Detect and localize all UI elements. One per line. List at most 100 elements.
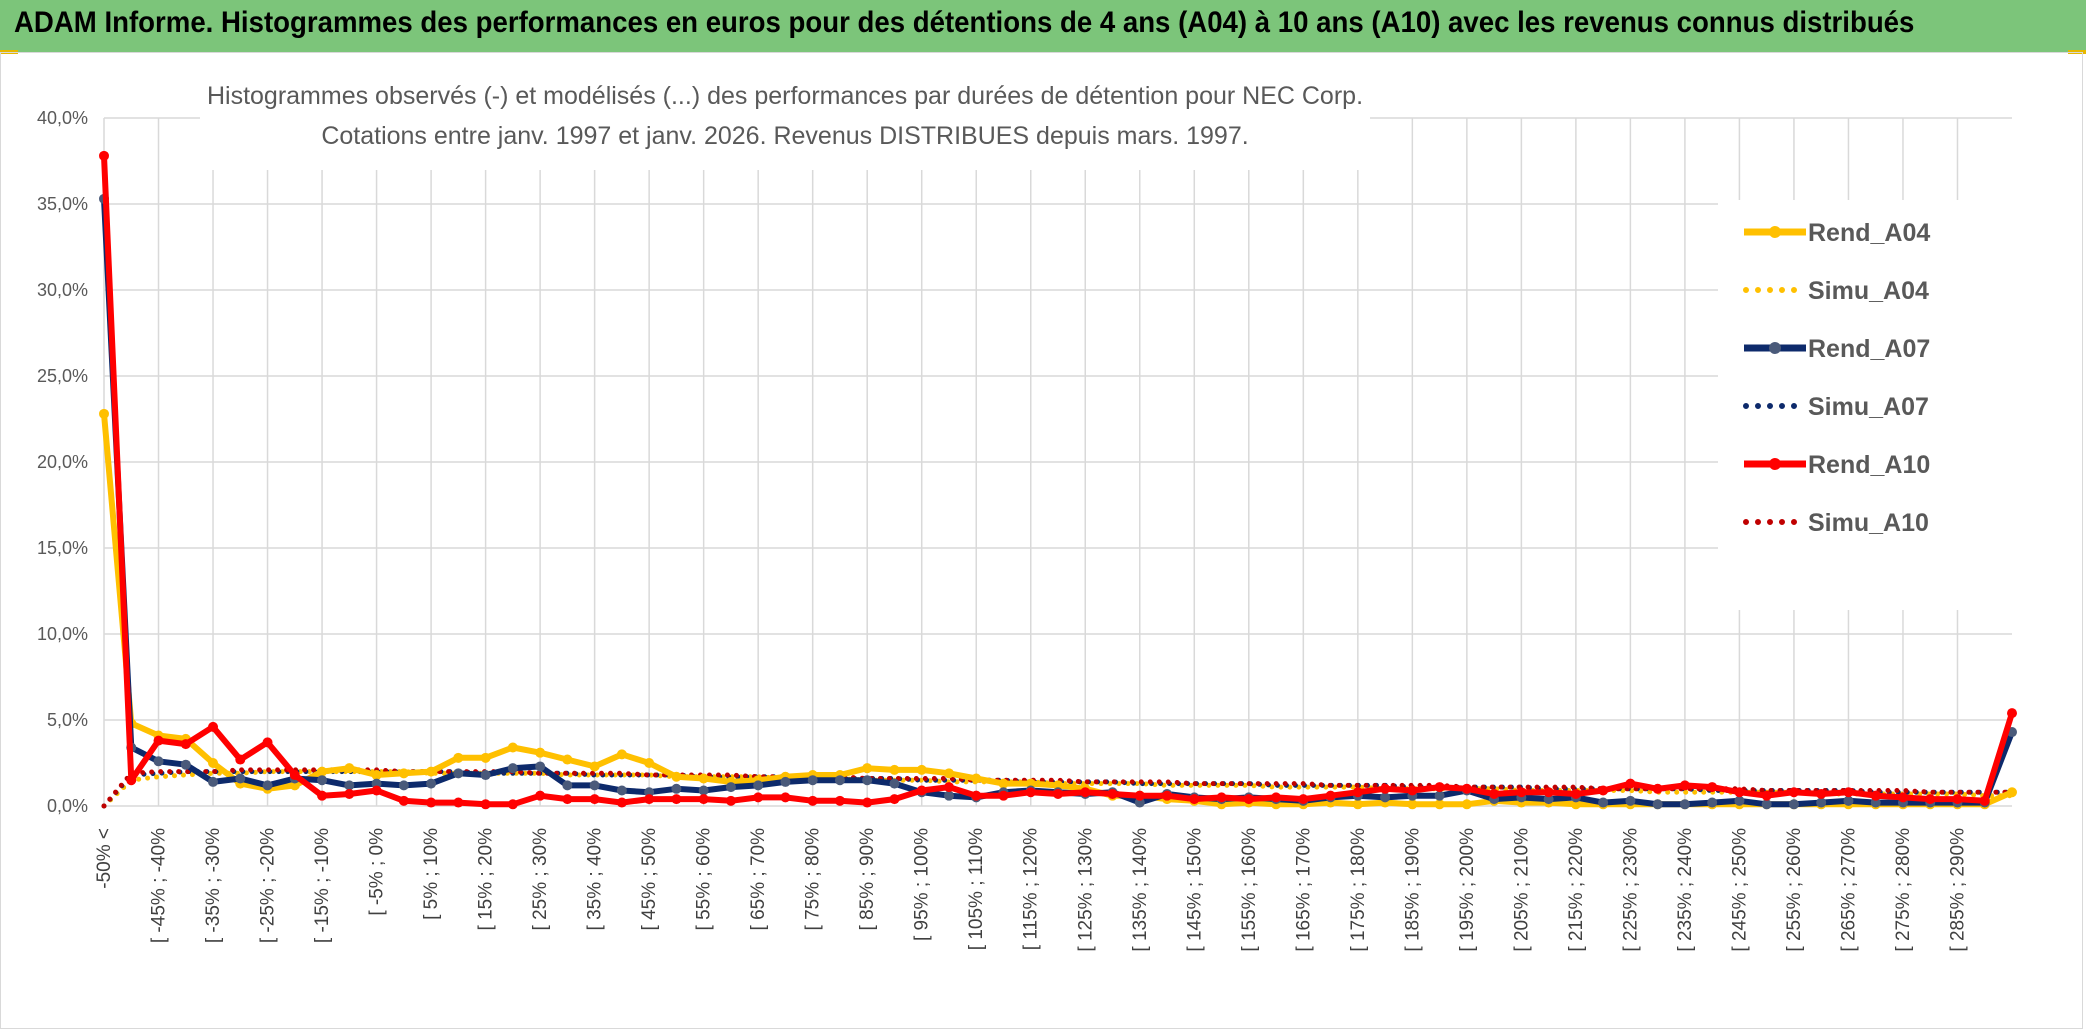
data-point (671, 783, 682, 794)
data-point (180, 739, 191, 750)
data-point (99, 150, 109, 161)
data-point (1897, 792, 1908, 803)
x-tick-label: [ -15% ; -10% (312, 828, 333, 943)
data-point (235, 754, 246, 765)
data-point (398, 780, 409, 791)
data-point (1707, 782, 1718, 793)
data-point (1407, 799, 1418, 810)
data-point (998, 778, 1009, 789)
y-tick-label: 40,0% (37, 108, 88, 128)
x-tick-label: [ -25% ; -20% (258, 828, 279, 943)
x-tick-label: [ 285% ; 290% (1947, 828, 1968, 952)
data-point (1734, 787, 1745, 798)
data-point (426, 797, 437, 808)
x-tick-label: [ 145% ; 150% (1184, 828, 1205, 952)
data-point (971, 773, 982, 784)
data-point (153, 756, 164, 767)
data-point (398, 768, 409, 779)
data-point (1053, 780, 1063, 791)
data-point (1788, 787, 1799, 798)
data-point (1652, 783, 1663, 794)
data-point (1679, 780, 1690, 791)
chart-subtitle: Cotations entre janv. 1997 et janv. 2026… (321, 122, 1248, 150)
y-tick-label: 10,0% (37, 624, 88, 644)
data-point (2007, 787, 2017, 798)
data-point (1598, 797, 1609, 808)
data-point (480, 770, 491, 781)
x-tick-label: [ -45% ; -40% (149, 828, 170, 943)
data-point (1107, 788, 1118, 799)
data-point (1025, 778, 1036, 789)
data-point (671, 794, 682, 805)
data-point (1816, 797, 1827, 808)
x-tick-label: [ 225% ; 230% (1620, 828, 1641, 952)
data-point (1053, 788, 1063, 799)
title-box (200, 78, 1370, 170)
legend-marker (1769, 458, 1781, 470)
data-point (1134, 797, 1145, 808)
x-tick-label: [ 15% ; 20% (476, 828, 497, 931)
data-point (398, 795, 409, 806)
data-point (507, 742, 518, 753)
x-tick-label: [ 5% ; 10% (421, 828, 442, 920)
legend-label: Simu_A04 (1808, 277, 1929, 305)
data-point (562, 794, 573, 805)
data-point (344, 780, 355, 791)
data-point (807, 795, 818, 806)
data-point (916, 764, 927, 775)
data-point (889, 794, 900, 805)
x-tick-label: [ 105% ; 110% (966, 828, 987, 950)
data-point (426, 778, 437, 789)
data-point (753, 780, 764, 791)
data-point (589, 761, 600, 772)
data-point (480, 752, 491, 763)
data-point (671, 771, 682, 782)
data-point (1461, 783, 1472, 794)
legend-label: Rend_A10 (1808, 451, 1930, 479)
data-point (317, 790, 328, 801)
data-point (535, 790, 546, 801)
data-point (698, 773, 709, 784)
report-banner: ADAM Informe. Histogrammes des performan… (0, 0, 2086, 52)
data-point (1298, 794, 1309, 805)
data-point (644, 794, 655, 805)
data-point (1461, 799, 1472, 810)
data-point (480, 799, 491, 810)
data-point (1380, 783, 1391, 794)
line-chart: 0,0% 5,0% 10,0% 15,0% 20,0% 25,0% 30,0% 35,0% 40… (37, 78, 2018, 952)
data-point (1843, 787, 1854, 798)
x-tick-label: [ 115% ; 120% (1021, 828, 1042, 950)
data-point (943, 782, 954, 793)
data-point (616, 797, 627, 808)
x-tick-label: [ -5% ; 0% (367, 828, 388, 916)
data-point (862, 763, 873, 774)
data-point (453, 752, 464, 763)
data-point (1679, 799, 1690, 810)
data-point (998, 790, 1009, 801)
x-tick-label: [ 275% ; 280% (1893, 828, 1914, 952)
data-point (1543, 787, 1554, 798)
x-axis-ticks: -50% < [ -45% ; -40% [ -35% ; -30% [ -25% ;… (94, 828, 1968, 952)
data-point (644, 758, 655, 768)
data-point (834, 795, 845, 806)
data-point (1734, 795, 1745, 806)
data-point (725, 795, 736, 806)
data-point (1570, 788, 1581, 799)
report-title: ADAM Informe. Histogrammes des performan… (14, 6, 1915, 39)
data-point (1625, 795, 1636, 806)
data-point (2007, 708, 2017, 719)
y-tick-label: 5,0% (47, 710, 88, 730)
data-point (1516, 787, 1527, 798)
x-tick-label: [ 155% ; 160% (1239, 828, 1260, 952)
data-point (262, 737, 273, 748)
data-point (616, 749, 627, 760)
data-point (371, 785, 382, 796)
data-point (99, 408, 109, 419)
data-point (943, 790, 954, 801)
data-point (916, 785, 927, 796)
data-point (562, 780, 573, 791)
data-point (1325, 790, 1336, 801)
data-point (1352, 787, 1363, 798)
data-point (126, 775, 137, 786)
data-point (371, 770, 382, 781)
